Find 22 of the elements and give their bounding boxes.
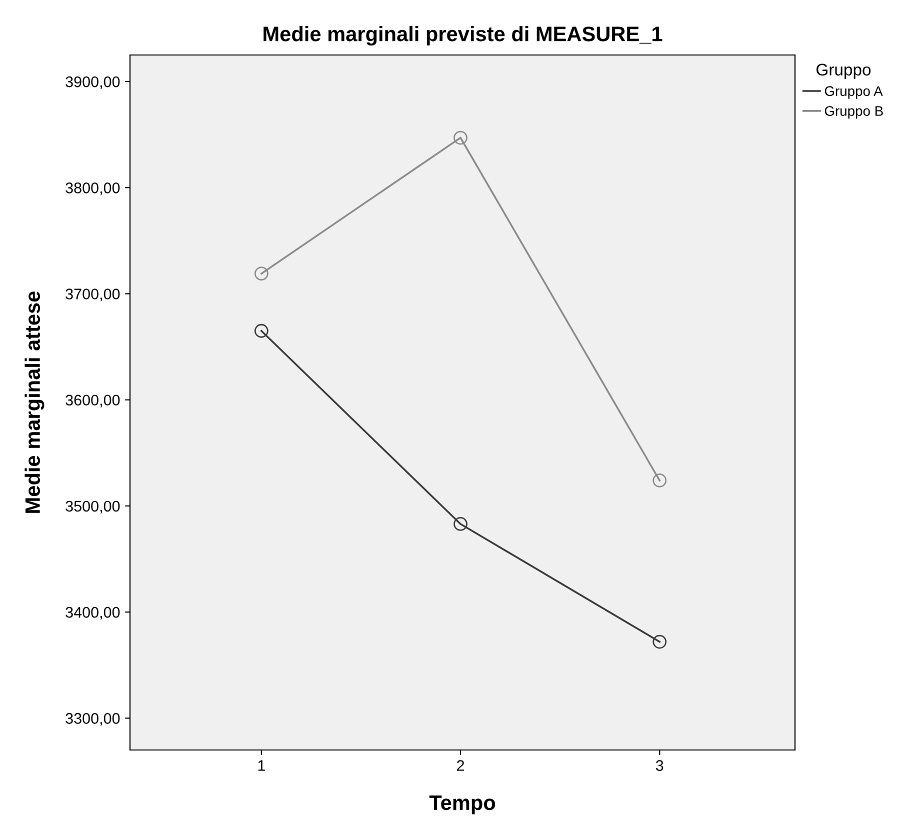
- chart-title: Medie marginali previste di MEASURE_1: [264, 26, 662, 46]
- point: [652, 474, 667, 488]
- x-tick-label: 2: [457, 760, 464, 771]
- y-tick-label: 3900,00: [66, 76, 120, 90]
- point: [454, 130, 468, 145]
- x-tick-label: 3: [656, 760, 664, 771]
- point: [454, 517, 468, 531]
- legend-label: Gruppo B: [824, 106, 883, 119]
- y-tick-label: 3300,00: [66, 713, 120, 726]
- y-tick-label: 3600,00: [66, 394, 120, 408]
- legend-title: Gruppo: [816, 64, 871, 79]
- y-tick-label: 3400,00: [66, 606, 120, 620]
- x-axis-title: Tempo: [429, 796, 496, 814]
- point: [652, 634, 667, 649]
- y-tick-label: 3800,00: [66, 182, 120, 196]
- legend-label: Gruppo A: [824, 86, 883, 99]
- x-tick-label: 1: [258, 760, 265, 771]
- y-axis-title: Medie marginali attese: [24, 291, 44, 513]
- point: [254, 266, 268, 281]
- point: [254, 324, 268, 338]
- y-tick-label: 3700,00: [66, 288, 120, 302]
- y-tick-label: 3500,00: [66, 500, 120, 514]
